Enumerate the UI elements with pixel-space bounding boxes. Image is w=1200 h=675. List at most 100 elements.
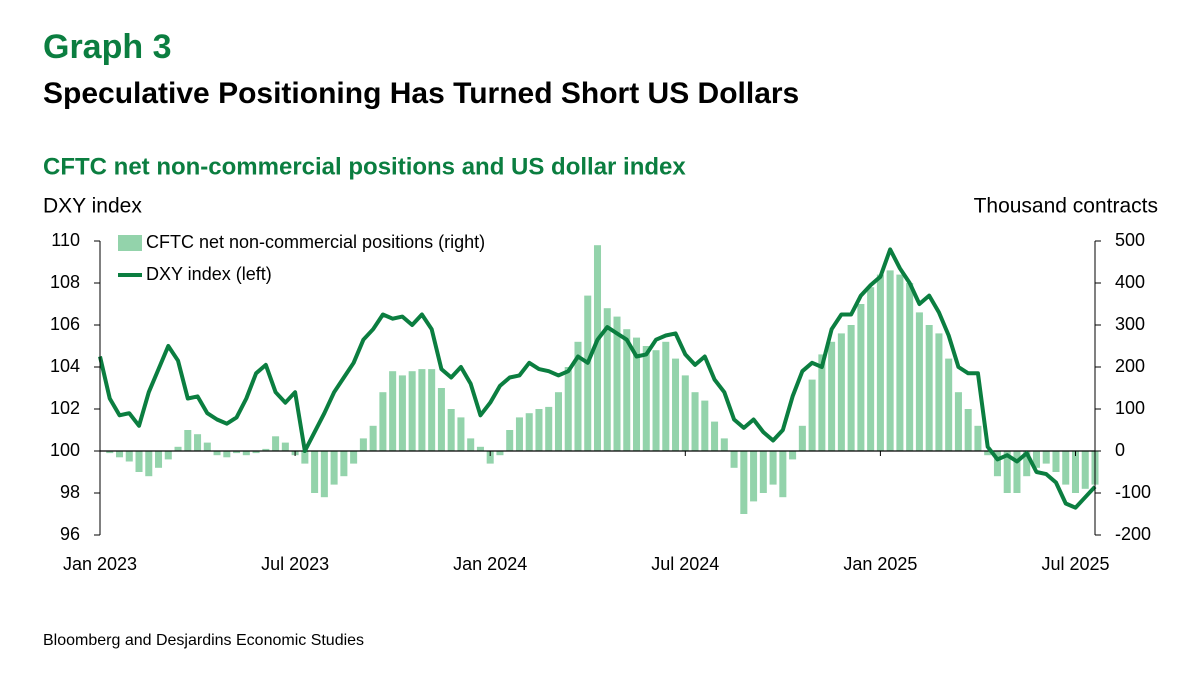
bar xyxy=(320,451,328,498)
x-tick-label: Jul 2025 xyxy=(1041,554,1109,574)
bar xyxy=(1042,451,1050,464)
bar xyxy=(281,442,289,451)
bar xyxy=(1052,451,1060,472)
bar xyxy=(457,417,465,451)
bar xyxy=(311,451,319,493)
y2-axis-label: Thousand contracts xyxy=(974,195,1158,218)
bar xyxy=(945,358,953,451)
bar xyxy=(174,446,182,451)
y-tick-label: 98 xyxy=(60,482,80,502)
y2-tick-label: 300 xyxy=(1115,314,1145,334)
y2-tick-label: 400 xyxy=(1115,272,1145,292)
bar xyxy=(828,341,836,451)
bar xyxy=(993,451,1001,477)
bar xyxy=(564,367,572,451)
bar xyxy=(701,400,709,451)
bar xyxy=(506,430,514,451)
bar xyxy=(476,446,484,451)
bar xyxy=(974,425,982,451)
bar xyxy=(301,451,309,464)
bar xyxy=(691,392,699,451)
x-tick-label: Jan 2024 xyxy=(453,554,527,574)
bar xyxy=(623,329,631,451)
bar xyxy=(272,436,280,451)
bar xyxy=(379,392,387,451)
plot-area xyxy=(98,245,1099,514)
bar xyxy=(213,451,221,456)
bar xyxy=(750,451,758,502)
bar xyxy=(886,270,894,451)
bar xyxy=(496,451,504,456)
bar xyxy=(1071,451,1080,493)
bar xyxy=(486,451,494,464)
bar xyxy=(203,442,211,451)
bar xyxy=(554,392,562,451)
bar xyxy=(779,451,787,498)
bar xyxy=(223,451,231,458)
bar xyxy=(964,409,972,451)
bar xyxy=(662,341,670,451)
bar xyxy=(1062,451,1070,485)
bar xyxy=(603,308,611,451)
bar xyxy=(740,451,748,514)
bar xyxy=(194,434,202,451)
bar xyxy=(876,274,884,451)
bar xyxy=(545,406,553,451)
x-tick-label: Jul 2024 xyxy=(651,554,719,574)
bar xyxy=(135,451,143,472)
graph-number: Graph 3 xyxy=(43,28,171,66)
y2-tick-label: 200 xyxy=(1115,356,1145,376)
bar xyxy=(164,451,172,460)
bar xyxy=(1032,451,1040,468)
bar xyxy=(759,451,767,493)
bar xyxy=(106,451,114,454)
bar xyxy=(867,287,875,451)
bar xyxy=(1003,451,1011,493)
x-tick-label: Jul 2023 xyxy=(261,554,329,574)
bar xyxy=(145,451,153,477)
bar xyxy=(642,346,650,451)
bar xyxy=(233,451,241,454)
bar xyxy=(593,245,602,451)
bar xyxy=(515,417,523,451)
bar xyxy=(769,451,777,485)
bar xyxy=(574,341,582,451)
bar xyxy=(798,425,806,451)
bar xyxy=(681,375,689,451)
bar xyxy=(720,438,728,451)
y-tick-label: 108 xyxy=(50,272,80,292)
legend-label: DXY index (left) xyxy=(146,264,272,284)
bar xyxy=(447,409,455,451)
bar xyxy=(535,409,543,451)
source: Bloomberg and Desjardins Economic Studie… xyxy=(43,632,364,649)
y-tick-label: 106 xyxy=(50,314,80,334)
bar xyxy=(369,425,377,451)
bar xyxy=(954,392,962,451)
y2-tick-label: 100 xyxy=(1115,398,1145,418)
y-tick-label: 96 xyxy=(60,524,80,544)
y-tick-label: 110 xyxy=(51,230,80,250)
bar xyxy=(915,312,923,451)
bar xyxy=(262,448,270,451)
bar xyxy=(398,375,406,451)
bar xyxy=(730,451,738,468)
bar xyxy=(633,337,641,451)
bar xyxy=(789,451,797,460)
bar xyxy=(428,369,436,451)
bar xyxy=(1013,451,1021,493)
bar xyxy=(613,316,621,451)
bar xyxy=(906,283,914,451)
bar xyxy=(925,325,933,451)
bar xyxy=(652,350,660,451)
x-tick-label: Jan 2023 xyxy=(63,554,137,574)
headline: Speculative Positioning Has Turned Short… xyxy=(43,77,799,110)
bar xyxy=(408,371,416,451)
bar xyxy=(935,333,943,451)
bar xyxy=(818,354,826,451)
bar xyxy=(711,421,719,451)
y2-tick-label: 0 xyxy=(1115,440,1125,460)
bar xyxy=(242,451,250,456)
bar xyxy=(896,274,904,451)
y2-tick-label: -100 xyxy=(1115,482,1151,502)
